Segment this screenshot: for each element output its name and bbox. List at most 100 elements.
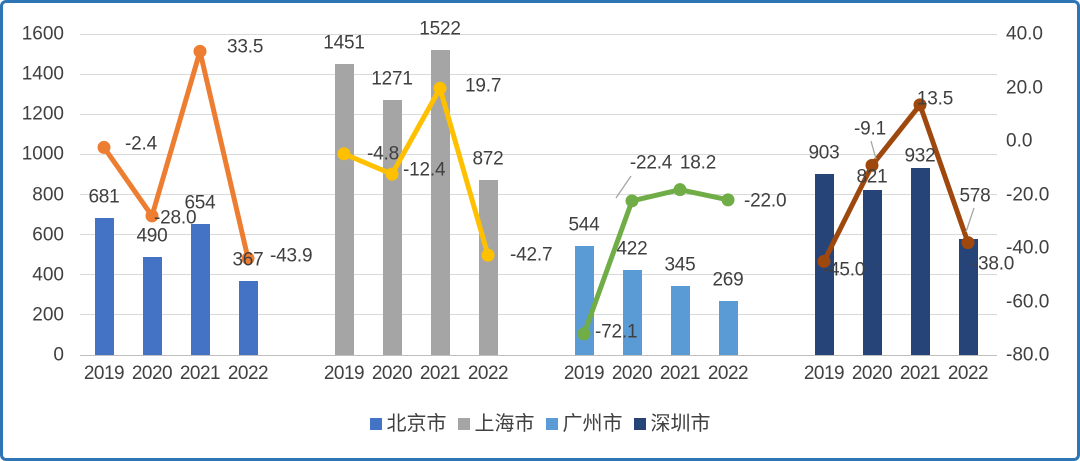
gridline: [80, 274, 997, 276]
gridline: [80, 113, 997, 115]
left-axis-tick: 600: [32, 224, 64, 246]
label-leader-line: [870, 140, 877, 160]
gridline: [80, 73, 997, 75]
bar-label-广州市-2022: 269: [712, 269, 744, 291]
legend-item-上海市: 上海市: [457, 414, 535, 434]
right-axis-tick: -60.0: [1006, 291, 1050, 312]
x-axis-tick: 2020: [131, 363, 173, 384]
legend-swatch-icon: [457, 418, 470, 430]
line-广州市: [581, 187, 731, 337]
x-axis-tick: 2020: [611, 363, 653, 384]
line-label-上海市-2020: -12.4: [403, 159, 446, 181]
left-axis-tick: 1200: [21, 103, 64, 125]
bar-label-上海市-2021: 1522: [419, 18, 461, 40]
line-label-广州市-2019: -72.1: [595, 321, 638, 343]
left-axis-tick: 200: [32, 304, 64, 326]
bar-label-北京市-2022: 367: [232, 249, 264, 271]
bar-label-北京市-2020: 490: [136, 225, 168, 247]
line-label-上海市-2019: -4.8: [367, 143, 399, 165]
legend-label: 北京市: [386, 413, 447, 435]
x-axis-tick: 2019: [563, 363, 605, 384]
x-axis-tick: 2019: [83, 363, 125, 384]
bar-label-上海市-2022: 872: [472, 148, 504, 170]
x-axis-tick: 2021: [179, 363, 221, 384]
marker-北京市-2021: [193, 44, 207, 58]
label-leader-line: [965, 207, 975, 233]
line-label-深圳市-2022: -38.0: [971, 253, 1015, 275]
bar-北京市-2021: [190, 223, 210, 355]
line-label-深圳市-2021: 13.5: [916, 88, 954, 110]
line-深圳市: [821, 102, 971, 264]
x-axis-tick: 2021: [419, 363, 461, 384]
bar-上海市-2022: [478, 180, 498, 355]
bar-北京市-2020: [142, 256, 162, 355]
left-axis-tick: 1400: [21, 63, 64, 85]
line-label-广州市-2022: -22.0: [744, 190, 787, 212]
line-label-北京市-2020: -28.0: [154, 207, 197, 229]
gridline: [80, 153, 997, 155]
legend-item-广州市: 广州市: [545, 414, 623, 434]
legend-swatch-icon: [369, 418, 382, 430]
gridline: [80, 354, 997, 356]
gridline: [80, 314, 997, 316]
x-axis-tick: 2020: [371, 363, 413, 384]
x-axis-tick: 2020: [851, 363, 893, 384]
line-label-上海市-2022: -42.7: [510, 244, 553, 266]
x-axis-tick: 2022: [707, 363, 749, 384]
x-axis-tick: 2019: [803, 363, 845, 384]
line-label-深圳市-2020: -9.1: [854, 118, 886, 140]
right-axis-tick: -20.0: [1006, 184, 1050, 205]
gridline: [80, 194, 997, 195]
legend-label: 深圳市: [650, 413, 711, 435]
bar-北京市-2019: [94, 218, 114, 355]
bar-label-北京市-2021: 654: [184, 192, 216, 214]
bar-深圳市-2021: [910, 168, 930, 355]
legend-swatch-icon: [545, 418, 558, 430]
left-axis-tick: 400: [32, 264, 64, 286]
left-axis-tick: 800: [32, 184, 64, 205]
line-label-广州市-2021: 18.2: [679, 152, 717, 174]
bar-上海市-2021: [430, 49, 450, 355]
right-axis-tick: 0.0: [1006, 130, 1033, 152]
x-axis-tick: 2021: [899, 363, 941, 384]
bar-label-深圳市-2020: 821: [856, 166, 888, 188]
bar-广州市-2019: [574, 245, 594, 355]
bar-label-北京市-2019: 681: [88, 186, 120, 208]
line-label-深圳市-2019: -45.0: [822, 259, 866, 281]
line-label-北京市-2021: 33.5: [227, 36, 264, 58]
x-axis-tick: 2022: [467, 363, 509, 384]
marker-北京市-2019: [97, 140, 111, 154]
marker-广州市-2020: [625, 194, 639, 208]
right-axis-tick: 40.0: [1006, 23, 1043, 45]
left-axis-tick: 0: [53, 344, 64, 366]
bar-上海市-2020: [382, 100, 402, 355]
bar-label-广州市-2021: 345: [664, 254, 696, 276]
bar-深圳市-2020: [862, 190, 882, 355]
line-label-北京市-2019: -2.4: [125, 133, 157, 155]
right-axis-tick: -40.0: [1006, 237, 1050, 259]
x-axis-tick: 2021: [659, 363, 701, 384]
left-axis-tick: 1600: [21, 23, 64, 45]
bar-label-广州市-2020: 422: [616, 238, 648, 260]
bar-深圳市-2022: [958, 239, 978, 355]
gridline: [80, 234, 997, 236]
marker-广州市-2022: [721, 193, 735, 207]
line-label-上海市-2021: 19.7: [465, 75, 502, 97]
bar-label-深圳市-2019: 903: [808, 142, 840, 164]
bar-广州市-2022: [718, 301, 738, 355]
left-axis-tick: 1000: [21, 143, 64, 165]
bar-北京市-2022: [238, 281, 258, 355]
x-axis-tick: 2022: [227, 363, 269, 384]
gridline: [80, 33, 997, 35]
bar-label-上海市-2019: 1451: [323, 32, 365, 54]
line-label-北京市-2022: -43.9: [270, 245, 313, 267]
right-axis-tick: -80.0: [1006, 344, 1050, 366]
bar-广州市-2021: [670, 285, 690, 355]
legend-item-北京市: 北京市: [369, 413, 447, 435]
bar-label-深圳市-2022: 578: [959, 185, 991, 207]
bar-上海市-2019: [334, 63, 354, 355]
line-label-广州市-2020: -22.4: [629, 152, 673, 174]
legend-item-深圳市: 深圳市: [633, 413, 711, 435]
bar-label-广州市-2019: 544: [568, 214, 600, 236]
